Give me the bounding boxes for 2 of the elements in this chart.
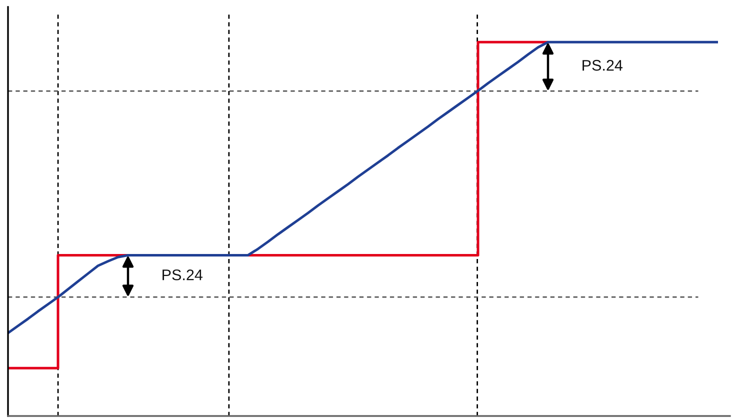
annotation: PS.24: [582, 60, 623, 71]
annotation: PS.24: [162, 269, 203, 280]
